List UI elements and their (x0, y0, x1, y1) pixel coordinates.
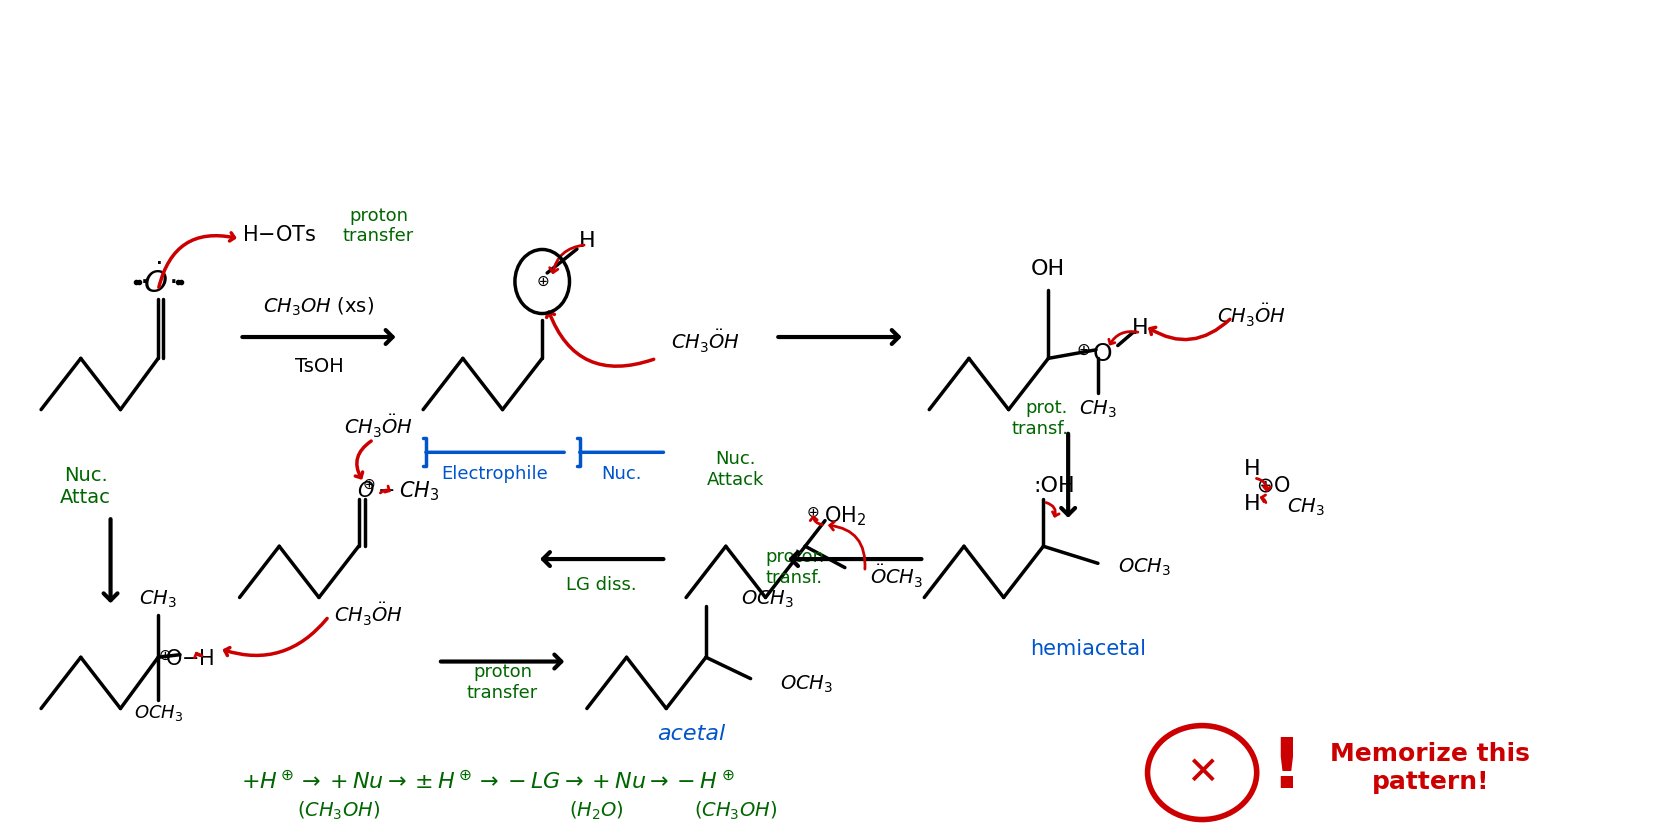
Text: prot.
transf.: prot. transf. (1010, 399, 1068, 437)
Text: $CH_3\ddot{O}H$: $CH_3\ddot{O}H$ (343, 413, 413, 440)
Text: $\oplus$: $\oplus$ (159, 648, 173, 663)
Text: H: H (1133, 318, 1150, 339)
Text: $(CH_3OH)$: $(CH_3OH)$ (297, 799, 380, 822)
Text: H: H (1244, 459, 1261, 479)
Text: $CH_3\ddot{O}H$: $CH_3\ddot{O}H$ (672, 328, 740, 355)
Text: $O-CH_3$: $O-CH_3$ (357, 479, 440, 503)
Text: $CH_3OH$ (xs): $CH_3OH$ (xs) (264, 296, 375, 318)
Text: Nuc.: Nuc. (601, 464, 642, 483)
Text: O$-$H: O$-$H (166, 649, 214, 669)
Text: $(H_2O)$: $(H_2O)$ (569, 799, 624, 822)
Text: $\oplus$: $\oplus$ (806, 504, 820, 520)
Text: O: O (1093, 342, 1113, 366)
Text: $\oplus$: $\oplus$ (362, 478, 375, 492)
Text: proton
transf.: proton transf. (765, 548, 825, 587)
Text: OH: OH (1032, 259, 1065, 279)
Text: Nuc.
Attac: Nuc. Attac (60, 466, 111, 507)
Text: Electrophile: Electrophile (441, 464, 547, 483)
Text: $CH_3\ddot{O}H$: $CH_3\ddot{O}H$ (333, 601, 403, 628)
Text: $\oplus$: $\oplus$ (536, 274, 549, 289)
Text: proton
transfer: proton transfer (466, 664, 538, 702)
Text: $\ddot{O}CH_3$: $\ddot{O}CH_3$ (869, 562, 922, 590)
Text: acetal: acetal (657, 724, 725, 744)
Text: $OCH_3$: $OCH_3$ (134, 703, 182, 723)
Text: $CH_3$: $CH_3$ (1287, 497, 1326, 519)
Text: $CH_3$: $CH_3$ (139, 588, 178, 610)
Text: $CH_3$: $CH_3$ (1078, 399, 1117, 420)
Text: hemiacetal: hemiacetal (1030, 639, 1146, 659)
Text: Memorize this
pattern!: Memorize this pattern! (1331, 742, 1530, 794)
Text: $+H^\oplus\rightarrow+Nu\rightarrow\pm H^\oplus\rightarrow-LG\rightarrow+Nu\righ: $+H^\oplus\rightarrow+Nu\rightarrow\pm H… (241, 769, 735, 793)
Text: $\oplus$: $\oplus$ (1075, 341, 1090, 359)
Text: H: H (1244, 494, 1261, 514)
Text: $CH_3\ddot{O}H$: $CH_3\ddot{O}H$ (1218, 302, 1286, 329)
Text: $OCH_3$: $OCH_3$ (1118, 557, 1171, 578)
Text: H$-$OTs: H$-$OTs (242, 225, 317, 245)
Text: H: H (579, 230, 596, 251)
Text: $(CH_3OH)$: $(CH_3OH)$ (693, 799, 778, 822)
Text: TsOH: TsOH (295, 357, 343, 376)
Text: OH$_2$: OH$_2$ (825, 504, 866, 528)
Text: $OCH_3$: $OCH_3$ (780, 674, 833, 696)
Text: LG diss.: LG diss. (566, 576, 637, 593)
Text: ✕: ✕ (1186, 753, 1218, 792)
Text: $\oplus$O: $\oplus$O (1256, 477, 1291, 496)
Text: Nuc.
Attack: Nuc. Attack (707, 450, 765, 489)
Text: !: ! (1271, 735, 1302, 802)
Text: proton
transfer: proton transfer (343, 207, 415, 246)
Text: $\cdot\!\dot{O}\!\cdot$: $\cdot\!\dot{O}\!\cdot$ (139, 264, 178, 299)
Text: $OCH_3$: $OCH_3$ (740, 588, 795, 610)
Text: :OH: :OH (1034, 477, 1075, 496)
